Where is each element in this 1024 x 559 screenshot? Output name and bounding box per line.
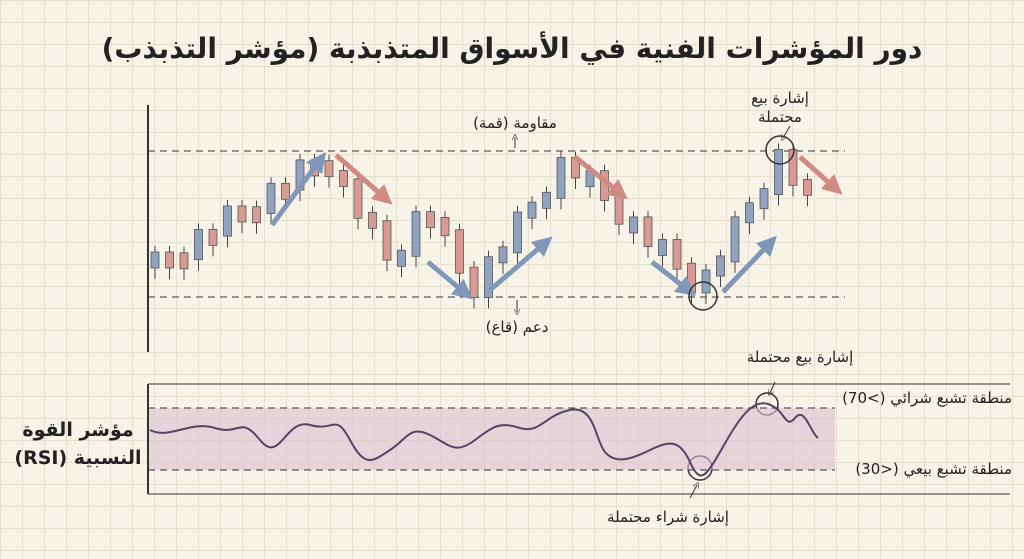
candle: [629, 216, 638, 234]
candle: [658, 239, 667, 256]
support-label: دعم (قاع): [486, 318, 549, 336]
candle: [339, 170, 348, 187]
rsi-zone: [148, 408, 835, 470]
candle: [165, 251, 174, 269]
candle: [150, 251, 160, 269]
candle: [455, 229, 464, 274]
candle: [730, 216, 740, 263]
candle: [208, 228, 218, 246]
candle: [716, 255, 725, 277]
sell-signal: محتملة: [758, 108, 802, 126]
resistance-label: مقاومة (قمة): [473, 114, 557, 132]
candle: [614, 194, 624, 225]
trend-arrows: [269, 151, 843, 300]
candle: [266, 182, 276, 214]
frame: [147, 105, 845, 352]
candle: [368, 211, 377, 229]
candle: [484, 256, 493, 298]
candle: [513, 211, 522, 254]
candle: [194, 228, 203, 260]
candle: [440, 216, 450, 237]
candle: [745, 202, 754, 224]
candle: [252, 206, 261, 224]
candle: [527, 201, 537, 219]
candle: [803, 178, 812, 196]
candle: [397, 249, 406, 267]
candle: [179, 252, 189, 270]
candle: [237, 205, 247, 223]
rsi-frame: [147, 381, 1010, 499]
candle: [223, 205, 232, 237]
candle: [469, 266, 479, 298]
signal-circles: [687, 135, 795, 481]
sell-signal: إشارة بيع: [751, 89, 809, 107]
buy-signal: إشارة شراء محتملة: [607, 508, 729, 526]
candle: [353, 178, 363, 219]
candle: [542, 191, 551, 209]
candle: [324, 160, 334, 178]
title: دور المؤشرات الفنية في الأسواق المتذبذبة…: [102, 31, 923, 65]
candle: [498, 246, 508, 264]
candle: [556, 157, 566, 199]
candle: [788, 149, 798, 186]
oversold-label: منطقة تشبع بيعي (<30): [855, 460, 1012, 479]
candle: [382, 220, 392, 261]
candle: [643, 216, 653, 248]
candle: [672, 239, 682, 270]
candle: [411, 211, 421, 257]
rsi-label: النسبية (RSI): [14, 447, 141, 469]
candle: [426, 211, 435, 229]
overbought-label: منطقة تشبع شرائي (>70): [842, 389, 1012, 408]
rsi-sell-signal: إشارة بيع محتملة: [747, 348, 854, 366]
candle: [759, 188, 769, 210]
candle: [281, 182, 290, 200]
rsi-label: مؤشر القوة: [22, 419, 133, 441]
candle: [774, 149, 783, 195]
candles: [150, 143, 812, 309]
